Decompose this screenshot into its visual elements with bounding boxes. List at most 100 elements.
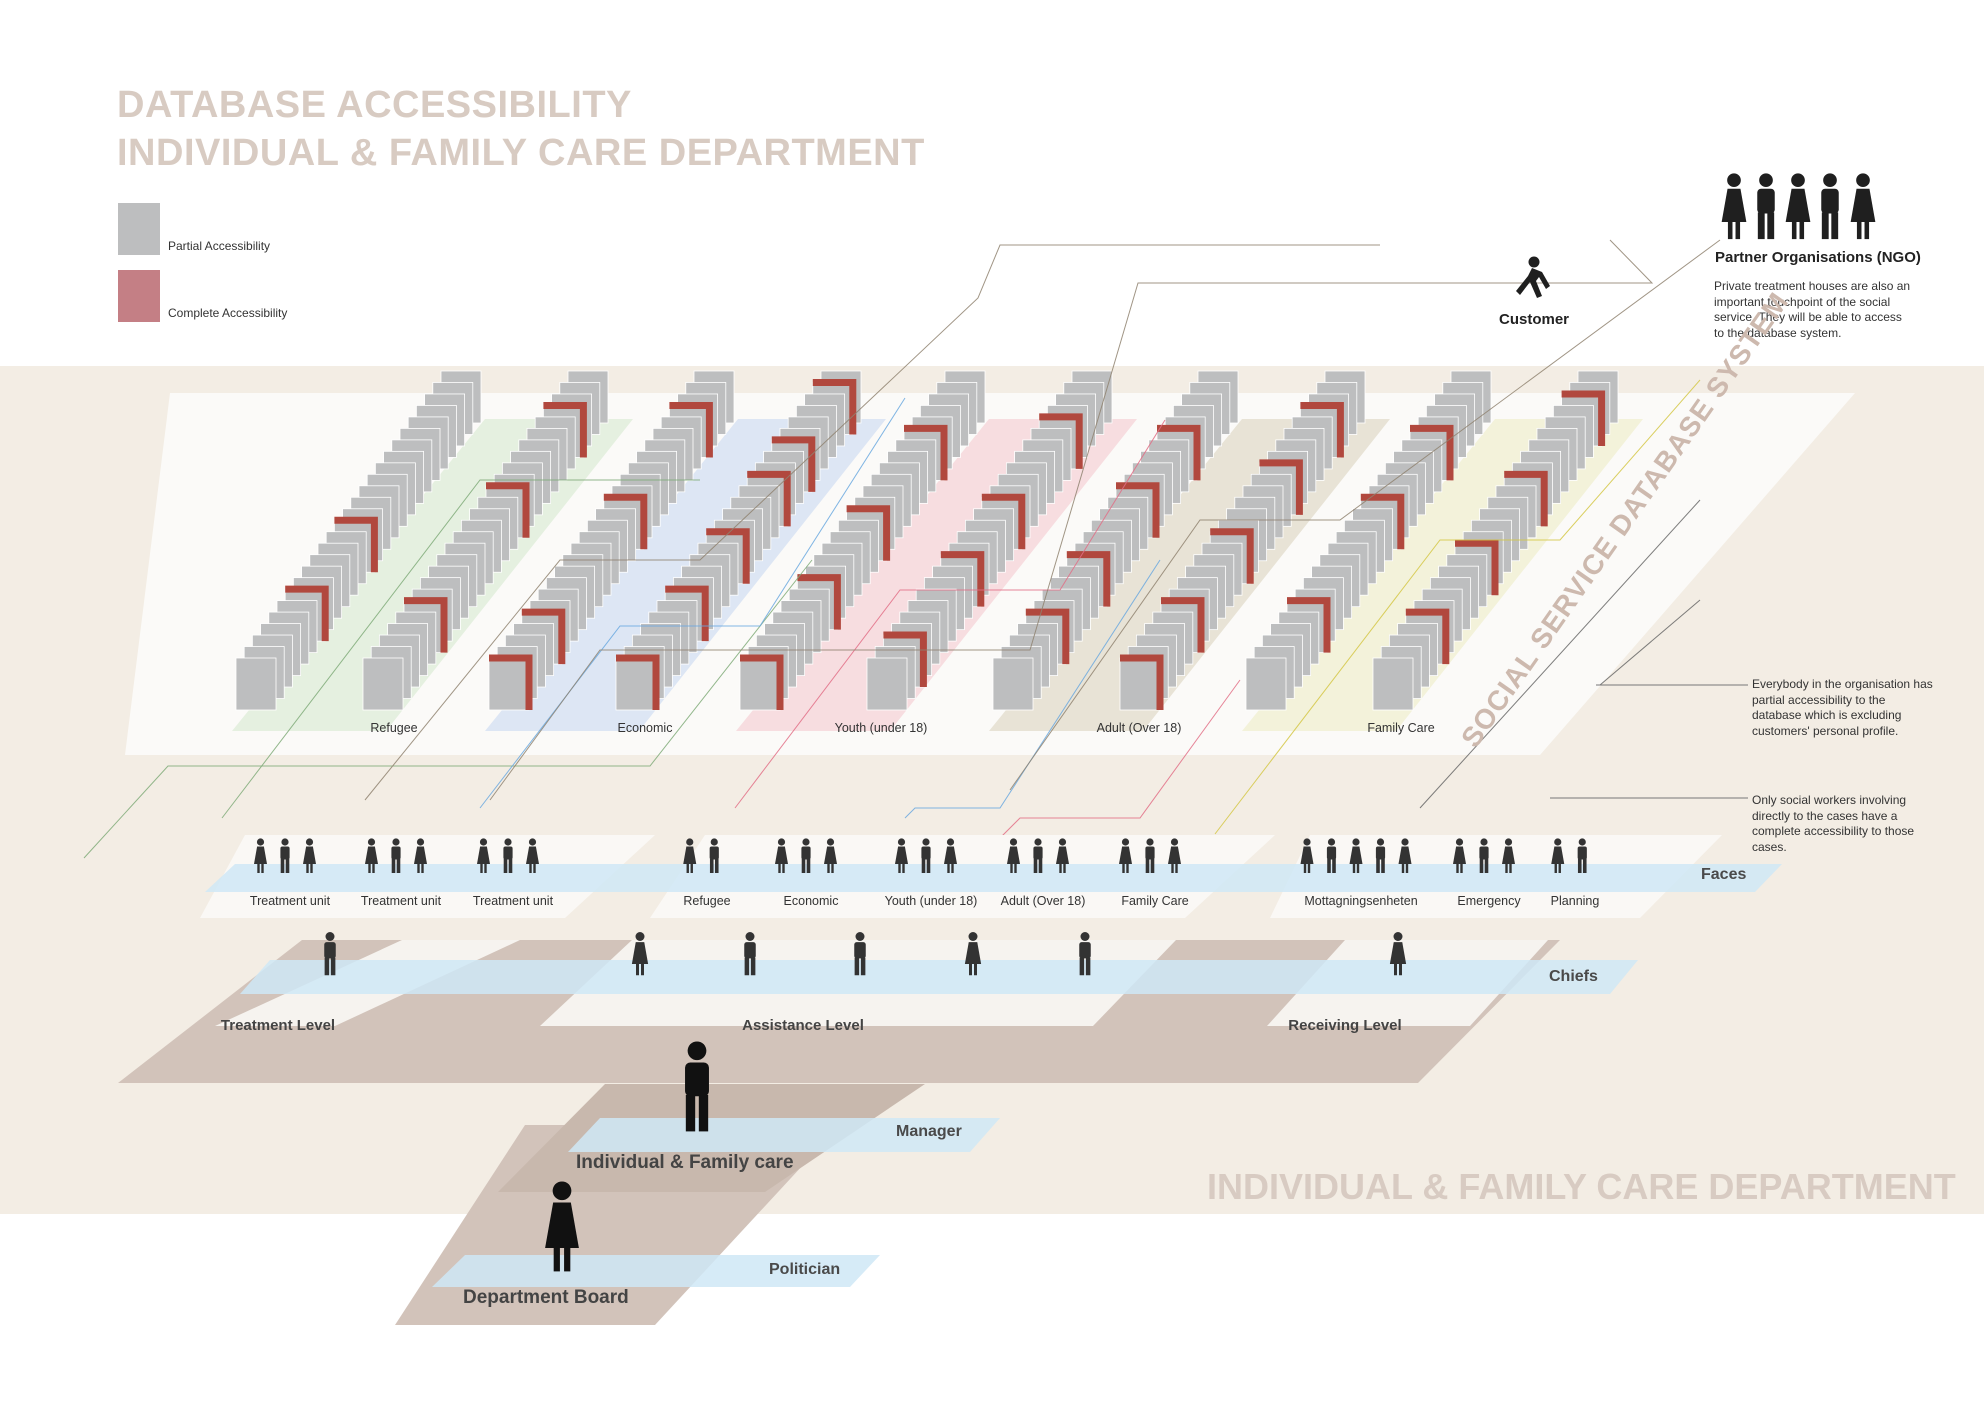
db-record-access-mark <box>404 597 448 653</box>
db-record-access-mark <box>1561 390 1606 446</box>
faces-label: Faces <box>1701 866 1747 883</box>
db-column-label-youth: Youth (under 18) <box>834 721 928 735</box>
db-column <box>232 370 633 731</box>
db-record-access-mark <box>1161 597 1205 653</box>
db-record-access-mark <box>603 493 648 550</box>
db-column <box>485 370 886 731</box>
db-record-access-mark <box>1259 459 1303 515</box>
note-partial-access: Everybody in the organisation has partia… <box>1752 677 1933 738</box>
access-line <box>489 239 1654 801</box>
db-record-face <box>615 657 657 711</box>
access-line <box>83 559 813 859</box>
db-record-access-mark <box>521 608 566 665</box>
level-label-receiving: Receiving Level <box>1288 1017 1402 1034</box>
title-line-2: INDIVIDUAL & FAMILY CARE DEPARTMENT <box>117 132 925 174</box>
db-record-access-mark <box>1025 608 1070 665</box>
db-record-partial <box>362 657 404 711</box>
db-record-partial <box>992 657 1034 711</box>
access-line <box>364 244 1380 801</box>
note-complete-access: Only social workers involving directly t… <box>1752 793 1915 854</box>
db-record-access-mark <box>940 551 985 607</box>
title-line-1: DATABASE ACCESSIBILITY <box>117 84 632 126</box>
unit-label: Treatment unit <box>360 894 442 908</box>
unit-label: Mottagningsenheten <box>1304 894 1418 908</box>
db-record-access-mark <box>285 585 329 642</box>
db-record-face <box>866 657 908 711</box>
db-record-access-mark <box>1039 413 1083 469</box>
unit-label: Treatment unit <box>472 894 554 908</box>
access-line <box>734 419 1166 809</box>
db-column-label-adult: Adult (Over 18) <box>1096 721 1182 735</box>
legend-complete-label: Complete Accessibility <box>168 306 288 320</box>
access-line <box>999 679 1241 839</box>
access-line <box>1599 599 1701 686</box>
db-record-access-mark <box>1287 597 1331 653</box>
db-column <box>1242 370 1643 731</box>
db-record-access-mark <box>706 528 750 584</box>
unit-label: Youth (under 18) <box>884 894 978 908</box>
db-record-access-mark <box>1210 528 1254 584</box>
db-record-face <box>1245 657 1287 711</box>
db-record-access-mark <box>616 654 660 710</box>
db-record-access-mark <box>543 401 587 458</box>
db-record-face <box>235 657 277 711</box>
db-record-face <box>739 657 781 711</box>
db-record-access-mark <box>486 482 530 538</box>
db-record-access-mark <box>1066 551 1111 607</box>
level-label-assistance: Assistance Level <box>742 1017 864 1034</box>
access-line <box>479 397 906 809</box>
db-record-access-mark <box>797 574 841 630</box>
ngo-people <box>1721 173 1876 240</box>
politician-band <box>432 1255 880 1287</box>
access-connections <box>83 239 1721 859</box>
db-column-label-economic: Economic <box>617 721 673 735</box>
unit-label: Adult (Over 18) <box>1000 894 1086 908</box>
db-record-access-mark <box>1410 424 1454 481</box>
legend-partial-swatch <box>118 203 160 255</box>
unit-label: Economic <box>783 894 839 908</box>
db-record-complete <box>739 654 784 711</box>
db-record-access-mark <box>1116 482 1160 538</box>
access-line <box>1419 499 1701 809</box>
access-line <box>1214 379 1701 835</box>
db-record-access-mark <box>1455 539 1499 596</box>
access-line <box>904 559 1161 819</box>
db-record-access-mark <box>1405 608 1450 665</box>
db-record-access-mark <box>669 401 713 458</box>
faces-band <box>205 864 1782 892</box>
level-label-treatment: Treatment Level <box>220 1017 336 1034</box>
db-record-access-mark <box>904 424 948 481</box>
db-record-access-mark <box>1300 401 1344 458</box>
unit-label: Emergency <box>1457 894 1521 908</box>
db-column-label-refugee: Refugee <box>370 721 418 735</box>
database-columns <box>232 370 1643 731</box>
db-record-access-mark <box>1120 654 1164 710</box>
db-record-face <box>1119 657 1161 711</box>
db-record-access-mark <box>1360 493 1405 550</box>
db-record-partial <box>1372 657 1414 711</box>
level-label-department-board: Department Board <box>463 1287 629 1308</box>
db-record-access-mark <box>981 493 1026 550</box>
db-record-access-mark <box>812 378 857 435</box>
db-record-partial <box>866 657 908 711</box>
db-column <box>989 370 1390 731</box>
department-watermark: INDIVIDUAL & FAMILY CARE DEPARTMENT <box>1207 1166 1956 1207</box>
db-record-face <box>488 657 530 711</box>
db-record-access-mark <box>846 505 891 561</box>
legend-complete-swatch <box>118 270 160 322</box>
db-record-access-mark <box>883 631 927 688</box>
unit-label: Planning <box>1550 894 1600 908</box>
manager-label: Manager <box>896 1123 962 1140</box>
access-line <box>1009 239 1721 791</box>
db-record-complete <box>1119 654 1164 711</box>
ngo-description: Private treatment houses are also an imp… <box>1714 279 1911 340</box>
access-line <box>221 479 700 819</box>
db-record-complete <box>615 654 660 711</box>
db-record-access-mark <box>1504 470 1548 527</box>
chiefs-label: Chiefs <box>1549 968 1598 985</box>
unit-label: Treatment unit <box>249 894 331 908</box>
db-column <box>736 370 1137 731</box>
db-record-face <box>362 657 404 711</box>
db-record-access-mark <box>489 654 533 710</box>
